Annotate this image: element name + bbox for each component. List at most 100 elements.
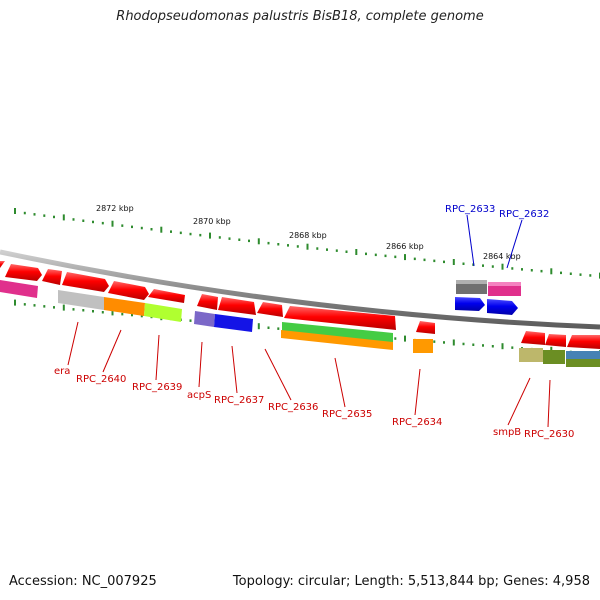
gene-label-rpc2636[interactable]: RPC_2636 bbox=[268, 402, 318, 413]
scale-tick bbox=[277, 327, 280, 330]
scale-tick bbox=[384, 254, 387, 258]
leader-line bbox=[102, 329, 122, 373]
feature-blocks bbox=[0, 280, 600, 367]
cds-arrow bbox=[197, 294, 218, 310]
scale-tick bbox=[501, 343, 504, 350]
scale-tick bbox=[335, 249, 338, 252]
scale-tick bbox=[462, 262, 465, 265]
cds-arrow bbox=[521, 331, 545, 345]
feature-block bbox=[144, 303, 182, 322]
scale-tick bbox=[23, 303, 26, 306]
scale-tick bbox=[111, 309, 114, 316]
feature-block bbox=[282, 322, 393, 343]
scale-tick bbox=[92, 310, 94, 313]
scale-tick bbox=[540, 269, 543, 273]
scale-tick bbox=[62, 304, 65, 311]
scale-tick bbox=[345, 250, 348, 253]
scale-label-2872: 2872 kbp bbox=[96, 204, 134, 213]
cds-arrow bbox=[5, 264, 42, 281]
scale-tick bbox=[355, 249, 358, 255]
scale-tick bbox=[306, 243, 309, 250]
gene-label-rpc2640[interactable]: RPC_2640 bbox=[76, 374, 126, 385]
scale-tick bbox=[238, 238, 241, 241]
leader-line bbox=[506, 219, 523, 269]
scale-tick bbox=[82, 219, 85, 222]
cds-arrow bbox=[545, 334, 566, 347]
scale-tick bbox=[511, 346, 514, 349]
scale-tick bbox=[53, 215, 55, 219]
scale-tick bbox=[316, 247, 319, 250]
feature-block bbox=[456, 280, 487, 284]
scale-tick bbox=[72, 218, 75, 221]
scale-tick bbox=[33, 304, 36, 307]
gene-label-rpc2633[interactable]: RPC_2633 bbox=[445, 204, 495, 215]
scale-tick bbox=[14, 299, 16, 306]
cds-arrow bbox=[567, 335, 600, 349]
scale-tick bbox=[365, 252, 367, 256]
scale-tick bbox=[218, 236, 221, 239]
gene-label-smpb[interactable]: smpB bbox=[493, 427, 521, 438]
feature-block bbox=[194, 311, 215, 327]
scale-tick bbox=[121, 224, 124, 227]
scale-tick bbox=[511, 267, 514, 270]
scale-tick bbox=[404, 335, 406, 342]
scale-tick bbox=[423, 258, 426, 262]
scale-tick bbox=[394, 255, 397, 259]
scale-tick bbox=[257, 238, 260, 245]
scale-tick bbox=[394, 337, 397, 340]
gene-label-era[interactable]: era bbox=[54, 366, 70, 377]
scale-tick bbox=[550, 268, 553, 275]
map-title: Rhodopseudomonas palustris BisB18, compl… bbox=[116, 9, 484, 24]
feature-block bbox=[519, 348, 543, 362]
scale-tick bbox=[491, 345, 494, 348]
scale-tick bbox=[150, 228, 153, 231]
gene-label-rpc2639[interactable]: RPC_2639 bbox=[132, 382, 182, 393]
scale-tick bbox=[101, 221, 104, 225]
scale-tick bbox=[131, 313, 133, 317]
cds-upper-row bbox=[0, 261, 600, 349]
scale-tick bbox=[43, 214, 46, 217]
leader-line bbox=[414, 368, 421, 416]
scale-tick bbox=[209, 232, 211, 239]
gene-label-rpc2630[interactable]: RPC_2630 bbox=[524, 429, 574, 440]
scale-tick bbox=[257, 323, 260, 330]
scale-tick bbox=[62, 214, 65, 221]
scale-tick bbox=[491, 265, 494, 268]
scale-tick bbox=[433, 340, 436, 343]
scale-tick bbox=[452, 259, 455, 265]
scale-tick bbox=[14, 208, 16, 214]
cds-arrow bbox=[257, 302, 283, 317]
leader-lines bbox=[67, 321, 551, 428]
cds-arrow bbox=[218, 297, 256, 315]
scale-tick bbox=[374, 253, 377, 257]
feature-block bbox=[566, 351, 600, 359]
leader-line bbox=[334, 357, 346, 408]
scale-tick bbox=[550, 346, 553, 353]
scale-tick bbox=[267, 241, 270, 245]
scale-tick bbox=[170, 230, 172, 233]
gene-label-rpc2634[interactable]: RPC_2634 bbox=[392, 417, 442, 428]
gene-label-rpc2635[interactable]: RPC_2635 bbox=[322, 409, 372, 420]
scale-tick bbox=[521, 268, 523, 271]
scale-tick bbox=[101, 311, 104, 314]
gene-label-acps[interactable]: acpS bbox=[187, 390, 211, 401]
scale-tick bbox=[452, 339, 455, 346]
scale-tick bbox=[560, 271, 562, 275]
leader-line bbox=[547, 379, 551, 428]
genome-backbone bbox=[0, 249, 600, 330]
scale-tick bbox=[131, 225, 133, 229]
gene-label-rpc2632[interactable]: RPC_2632 bbox=[499, 209, 549, 220]
cds-arrow bbox=[62, 272, 109, 292]
cds-arrow bbox=[148, 289, 185, 303]
scale-tick bbox=[43, 305, 46, 308]
scale-tick bbox=[121, 312, 124, 316]
scale-tick bbox=[140, 314, 143, 318]
scale-tick bbox=[277, 243, 280, 246]
scale-tick bbox=[140, 226, 143, 230]
feature-block bbox=[488, 282, 521, 286]
scale-tick bbox=[472, 263, 475, 266]
scale-tick bbox=[569, 272, 572, 275]
gene-label-rpc2637[interactable]: RPC_2637 bbox=[214, 395, 264, 406]
scale-label-2870: 2870 kbp bbox=[193, 217, 231, 226]
